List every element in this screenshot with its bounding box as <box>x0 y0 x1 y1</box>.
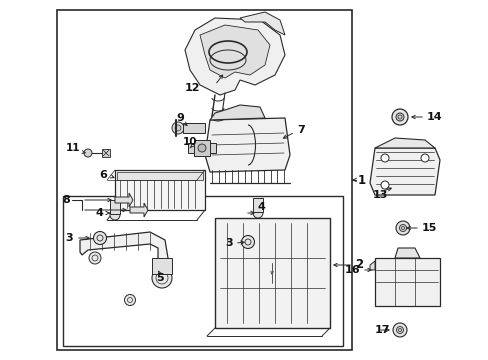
Text: 17: 17 <box>374 325 389 335</box>
Bar <box>215 218 329 328</box>
Text: 14: 14 <box>426 112 442 122</box>
Bar <box>117 172 203 180</box>
Text: 5: 5 <box>156 273 163 283</box>
Bar <box>183 123 204 133</box>
Polygon shape <box>369 261 374 270</box>
Polygon shape <box>130 203 148 217</box>
Text: 13: 13 <box>372 190 387 200</box>
Circle shape <box>152 268 172 288</box>
Polygon shape <box>200 25 269 78</box>
Bar <box>57 10 351 350</box>
Text: 10: 10 <box>183 137 197 147</box>
Circle shape <box>124 294 135 306</box>
Polygon shape <box>209 105 264 120</box>
Circle shape <box>241 235 254 248</box>
Circle shape <box>198 144 205 152</box>
Bar <box>115 170 204 210</box>
Text: 16: 16 <box>344 265 359 275</box>
Circle shape <box>392 323 406 337</box>
Text: 1: 1 <box>357 174 366 186</box>
Circle shape <box>93 231 106 244</box>
Text: 3: 3 <box>225 238 232 248</box>
Bar <box>374 258 439 306</box>
Text: 12: 12 <box>184 83 200 93</box>
Circle shape <box>391 109 407 125</box>
Bar <box>110 200 120 214</box>
Text: 4: 4 <box>95 208 103 218</box>
Polygon shape <box>204 118 289 172</box>
Circle shape <box>84 149 92 157</box>
Polygon shape <box>240 12 285 35</box>
Text: 15: 15 <box>421 223 436 233</box>
Polygon shape <box>374 138 434 148</box>
Text: 3: 3 <box>65 233 73 243</box>
Text: 7: 7 <box>296 125 304 135</box>
Text: 2: 2 <box>354 258 363 271</box>
Circle shape <box>110 210 120 220</box>
Circle shape <box>380 154 388 162</box>
Circle shape <box>175 125 181 131</box>
Circle shape <box>380 181 388 189</box>
Polygon shape <box>394 248 419 258</box>
Circle shape <box>395 221 409 235</box>
Circle shape <box>396 327 403 333</box>
Circle shape <box>399 225 406 231</box>
Circle shape <box>252 208 263 218</box>
Polygon shape <box>80 232 168 268</box>
Bar <box>102 149 110 157</box>
Circle shape <box>420 154 428 162</box>
Text: 4: 4 <box>258 202 265 212</box>
Text: 11: 11 <box>65 143 80 153</box>
Circle shape <box>395 113 403 121</box>
Polygon shape <box>184 18 285 95</box>
Text: 6: 6 <box>99 170 107 180</box>
Polygon shape <box>115 193 133 207</box>
Bar <box>252 198 263 212</box>
Text: 8: 8 <box>62 195 70 205</box>
Bar <box>187 143 216 153</box>
Text: 9: 9 <box>176 113 183 123</box>
Bar <box>194 140 209 156</box>
Circle shape <box>89 252 101 264</box>
Bar <box>63 196 342 346</box>
Bar <box>152 258 172 274</box>
Circle shape <box>172 122 183 134</box>
Polygon shape <box>369 148 439 195</box>
